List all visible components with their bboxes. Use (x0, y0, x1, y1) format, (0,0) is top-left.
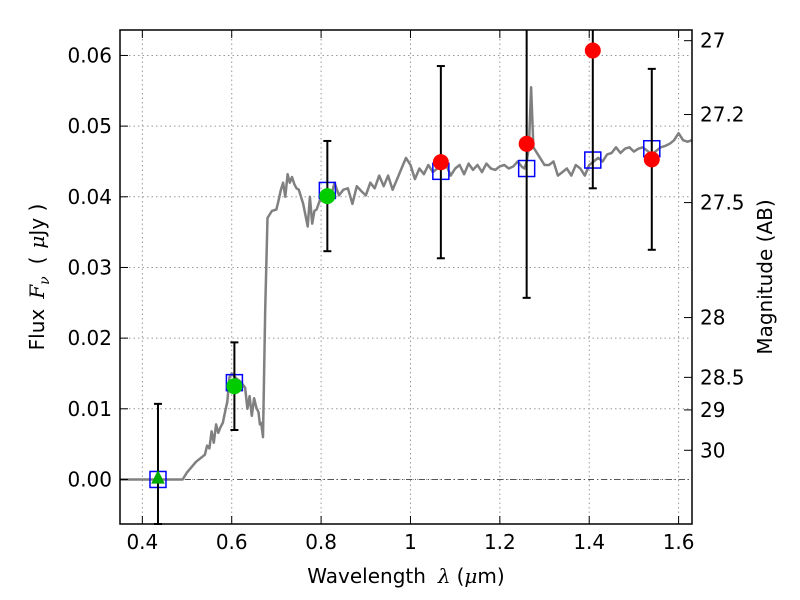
y-tick-label: 0.02 (67, 326, 112, 350)
y-axis-title-symbol: F (25, 284, 49, 300)
magnitude-tick-label: 27 (700, 29, 725, 53)
model-spectrum-line (120, 85, 693, 481)
y-tick-label: 0.03 (67, 255, 112, 279)
y-tick-label: 0.01 (67, 397, 112, 421)
y-axis-unit-close: Jy ) (25, 204, 49, 238)
x-tick-label: 1.2 (484, 530, 516, 554)
x-tick-label: 1 (404, 530, 417, 554)
magnitude-tick-label: 28 (700, 306, 725, 330)
x-tick-label: 1.4 (573, 530, 605, 554)
magnitude-tick-label: 30 (700, 438, 725, 462)
ticks-layer: 0.4 0.6 0.8 1 1.2 1.4 1.6 0.00 0.01 0.02 0.03 0.04 0… (67, 29, 744, 554)
magnitude-tick-label: 27.5 (700, 191, 745, 215)
series-layer (120, 30, 693, 525)
x-axis-title-symbol: λ (437, 564, 451, 588)
observed-flux-marker (432, 154, 449, 171)
x-axis-unit-close: m) (477, 564, 504, 588)
x-tick-label: 0.6 (216, 530, 248, 554)
magnitude-tick-label: 27.2 (700, 103, 745, 127)
x-tick-label: 1.6 (663, 530, 695, 554)
y-axis-unit-symbol: μ (25, 236, 49, 249)
plot-frame (119, 29, 693, 525)
y-axis-title: Flux Fν ( μJy ) (25, 204, 53, 351)
x-tick-label: 0.8 (305, 530, 337, 554)
y-tick-label: 0.06 (67, 43, 112, 67)
y-tick-label: 0.00 (67, 467, 112, 491)
y-tick-label: 0.04 (67, 185, 112, 209)
magnitude-axis-title: Magnitude (AB) (753, 199, 777, 354)
observed-flux-marker (584, 42, 601, 59)
observed-flux-marker (643, 151, 660, 168)
observed-flux-triangle (151, 469, 165, 484)
y-axis-title-subscript: ν (37, 276, 53, 285)
x-axis-title: Wavelength λ (μm) (307, 564, 504, 588)
y-axis-unit-open: ( (25, 257, 49, 265)
y-tick-label: 0.05 (67, 114, 112, 138)
observed-flux-marker (226, 378, 243, 395)
x-tick-label: 0.4 (126, 530, 158, 554)
observed-flux-marker (319, 188, 336, 205)
x-axis-unit-open: ( (457, 564, 465, 588)
magnitude-tick-label: 28.5 (700, 365, 745, 389)
observed-flux-marker (518, 135, 535, 152)
magnitude-tick-label: 29 (700, 398, 725, 422)
x-axis-title-text: Wavelength (307, 564, 426, 588)
x-axis-unit-symbol: μ (464, 564, 477, 588)
y-axis-title-text: Flux (25, 309, 49, 351)
